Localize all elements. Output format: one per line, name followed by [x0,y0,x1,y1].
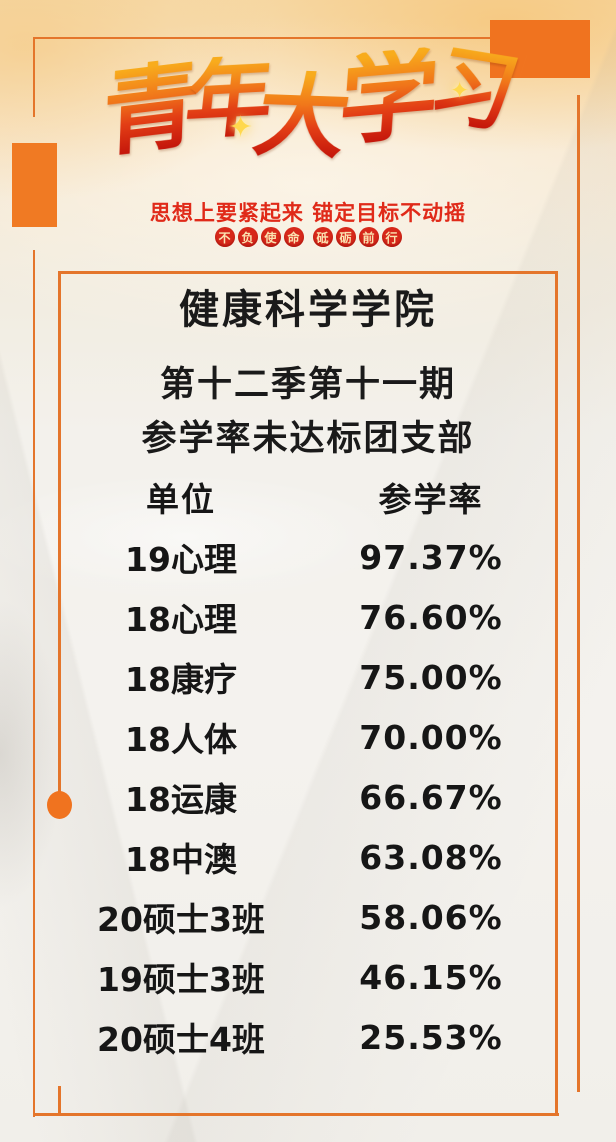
frame-inner-left-line-lower [58,1086,61,1116]
table-row: 18中澳 63.08% [58,827,558,887]
rate-cell: 75.00% [359,657,503,697]
rate-cell: 97.37% [359,537,503,577]
unit-cell: 18心理 [125,600,237,639]
rate-cell: 76.60% [359,597,503,637]
unit-cell: 18运康 [125,780,237,819]
participation-rate-table: 单位 参学率 19心理 97.37% 18心理 76.60% 18康疗 75.0… [58,467,558,1067]
table-row: 18运康 66.67% [58,767,558,827]
rate-cell: 66.67% [359,777,503,817]
rate-cell: 46.15% [359,957,503,997]
table-row: 18康疗 75.00% [58,647,558,707]
badge-seal: 前 [358,227,379,247]
heading-block: 健康科学学院 第十二季第十一期 参学率未达标团支部 [58,286,558,460]
unit-cell: 19心理 [125,540,237,579]
unit-cell: 18人体 [125,720,237,759]
frame-inner-top-line [58,271,558,274]
frame-outer-top-line [33,37,491,39]
brand-slogan: 思想上要紧起来 锚定目标不动摇 [149,201,467,225]
rate-cell: 70.00% [359,717,503,757]
badge-row: 不负使命砥砺前行 [0,227,616,247]
frame-dot-ornament [47,791,72,819]
report-subject: 参学率未达标团支部 [141,419,475,459]
college-title: 健康科学学院 [179,287,437,333]
rate-cell: 58.06% [359,897,503,937]
brand-title-calligraphy: 青年大学习 [0,34,616,171]
frame-inner-left-line-upper [58,271,61,793]
table-row: 19硕士3班 46.15% [58,947,558,1007]
column-header-rate: 参学率 [378,480,484,519]
orange-block-left [12,143,57,227]
badge-group: 不负使命 [214,227,304,247]
table-header-row: 单位 参学率 [58,467,558,527]
column-header-unit: 单位 [146,480,216,519]
orange-block-top-right [490,20,590,78]
badge-seal: 行 [381,227,402,247]
unit-cell: 20硕士3班 [97,900,265,939]
rate-cell: 25.53% [359,1017,503,1057]
badge-seal: 砥 [312,227,333,247]
badge-seal: 负 [237,227,258,247]
table-body: 19心理 97.37% 18心理 76.60% 18康疗 75.00% 18人体… [58,527,558,1067]
unit-cell: 18康疗 [125,660,237,699]
frame-bottom-line [33,1113,559,1116]
brand-title-char: 学 [335,37,443,161]
badge-group: 砥砺前行 [312,227,402,247]
table-row: 18心理 76.60% [58,587,558,647]
frame-outer-left-line-upper [33,37,35,117]
table-row: 20硕士3班 58.06% [58,887,558,947]
rate-cell: 63.08% [359,837,503,877]
table-row: 19心理 97.37% [58,527,558,587]
table-row: 20硕士4班 25.53% [58,1007,558,1067]
table-row: 18人体 70.00% [58,707,558,767]
unit-cell: 19硕士3班 [97,960,265,999]
unit-cell: 20硕士4班 [97,1020,265,1059]
badge-seal: 不 [214,227,235,247]
badge-seal: 砺 [335,227,356,247]
season-episode: 第十二季第十一期 [159,365,456,405]
frame-outer-left-line-lower [33,250,35,1117]
frame-inner-right-line [555,271,558,1116]
badge-seal: 命 [283,227,304,247]
frame-outer-right-line [577,95,580,1092]
badge-seal: 使 [260,227,281,247]
unit-cell: 18中澳 [125,840,237,879]
